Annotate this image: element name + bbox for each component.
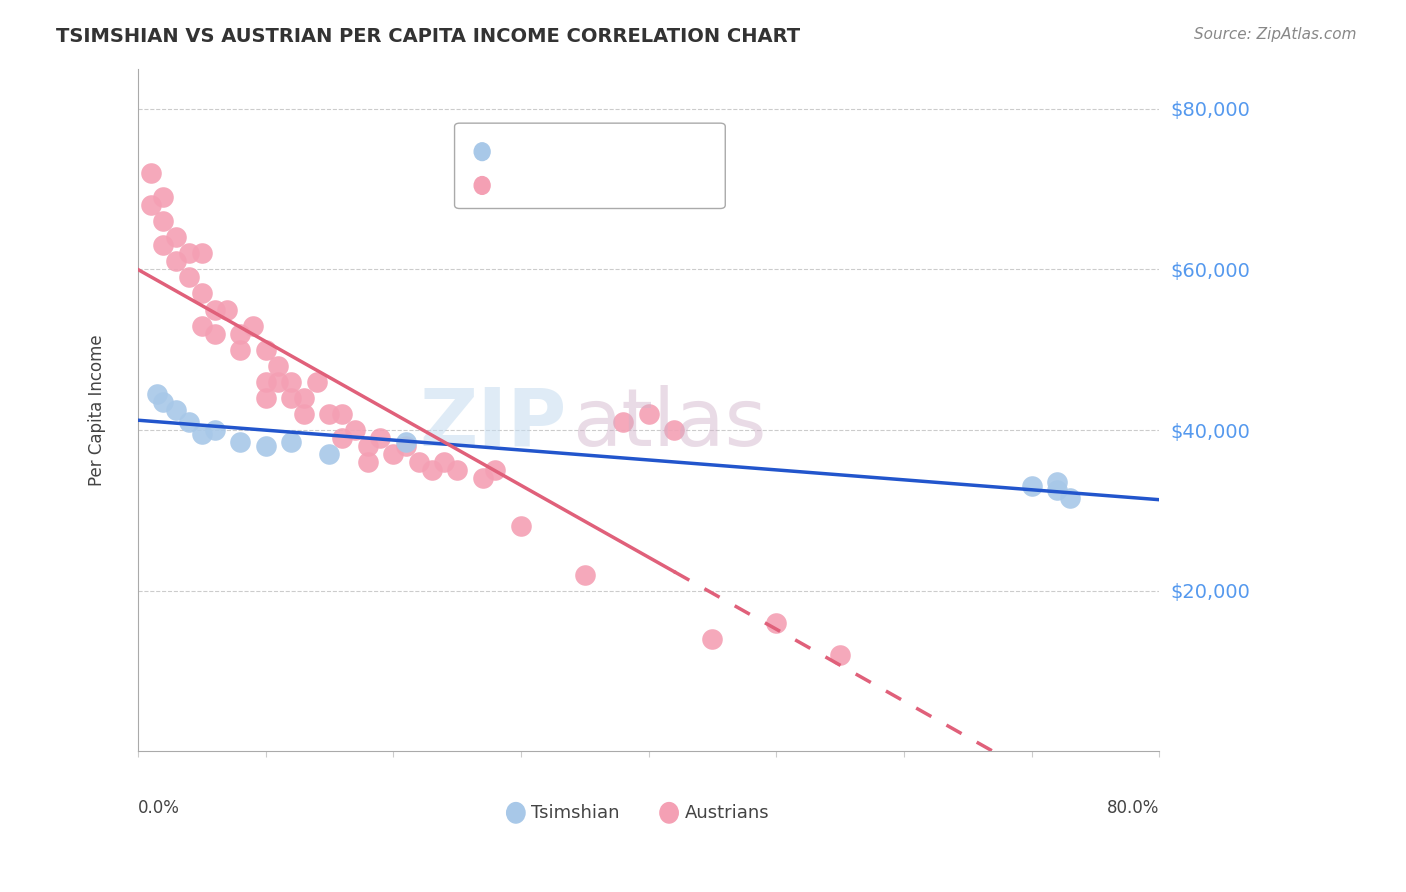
Point [510,519,533,533]
Point [471,471,494,485]
Point [433,455,456,469]
Point [395,435,418,450]
Point [165,230,187,244]
Point [330,407,353,421]
Point [254,439,277,453]
Point [305,375,328,389]
Point [292,407,315,421]
Point [574,567,596,582]
Text: 51: 51 [631,177,657,194]
Point [254,391,277,405]
Point [318,447,340,461]
Point [318,407,340,421]
Point [165,254,187,268]
Point [177,270,200,285]
Text: Source: ZipAtlas.com: Source: ZipAtlas.com [1194,27,1357,42]
Point [357,455,380,469]
Point [217,302,239,317]
Point [267,359,290,373]
Point [1059,491,1081,506]
Point [204,302,226,317]
Point [152,190,174,204]
Point [165,403,187,417]
Point [612,415,634,429]
Text: ZIP: ZIP [419,384,567,463]
Point [292,391,315,405]
Text: Per Capita Income: Per Capita Income [89,334,105,486]
Point [229,343,252,357]
Point [177,246,200,260]
Ellipse shape [474,177,491,194]
Point [420,463,443,477]
Point [242,318,264,333]
Text: Tsimshian: Tsimshian [531,804,620,822]
Point [765,615,787,630]
Point [267,375,290,389]
Point [357,439,380,453]
Point [330,431,353,445]
Text: 0.0%: 0.0% [138,799,180,817]
Point [280,435,302,450]
Point [280,391,302,405]
Point [190,318,212,333]
Point [395,439,418,453]
Point [177,415,200,429]
Point [664,423,686,437]
Point [343,423,366,437]
Point [370,431,392,445]
Point [204,423,226,437]
Point [830,648,852,662]
Point [229,435,252,450]
Point [254,375,277,389]
Point [408,455,430,469]
Text: N =: N = [592,177,644,194]
Text: -0.337: -0.337 [536,177,600,194]
Text: 15: 15 [631,143,657,161]
Ellipse shape [506,803,524,823]
Point [204,326,226,341]
Point [152,395,174,409]
Point [280,375,302,389]
Point [702,632,724,646]
Point [139,198,162,212]
Point [637,407,659,421]
Text: TSIMSHIAN VS AUSTRIAN PER CAPITA INCOME CORRELATION CHART: TSIMSHIAN VS AUSTRIAN PER CAPITA INCOME … [56,27,800,45]
Text: atlas: atlas [572,384,766,463]
Ellipse shape [474,143,491,161]
Point [190,427,212,442]
FancyBboxPatch shape [454,123,725,209]
Ellipse shape [659,803,678,823]
Point [1046,483,1069,498]
Point [1046,475,1069,490]
Text: R =: R = [502,177,541,194]
Point [190,246,212,260]
Point [484,463,506,477]
Point [1021,479,1043,493]
Point [146,387,169,401]
Text: R =: R = [502,143,541,161]
Point [382,447,405,461]
Point [254,343,277,357]
Text: N =: N = [592,143,644,161]
Point [152,214,174,228]
Point [139,166,162,180]
Point [190,286,212,301]
Text: 80.0%: 80.0% [1107,799,1160,817]
Point [152,238,174,252]
Point [446,463,468,477]
Text: Austrians: Austrians [685,804,769,822]
Text: -0.349: -0.349 [536,143,600,161]
Point [229,326,252,341]
